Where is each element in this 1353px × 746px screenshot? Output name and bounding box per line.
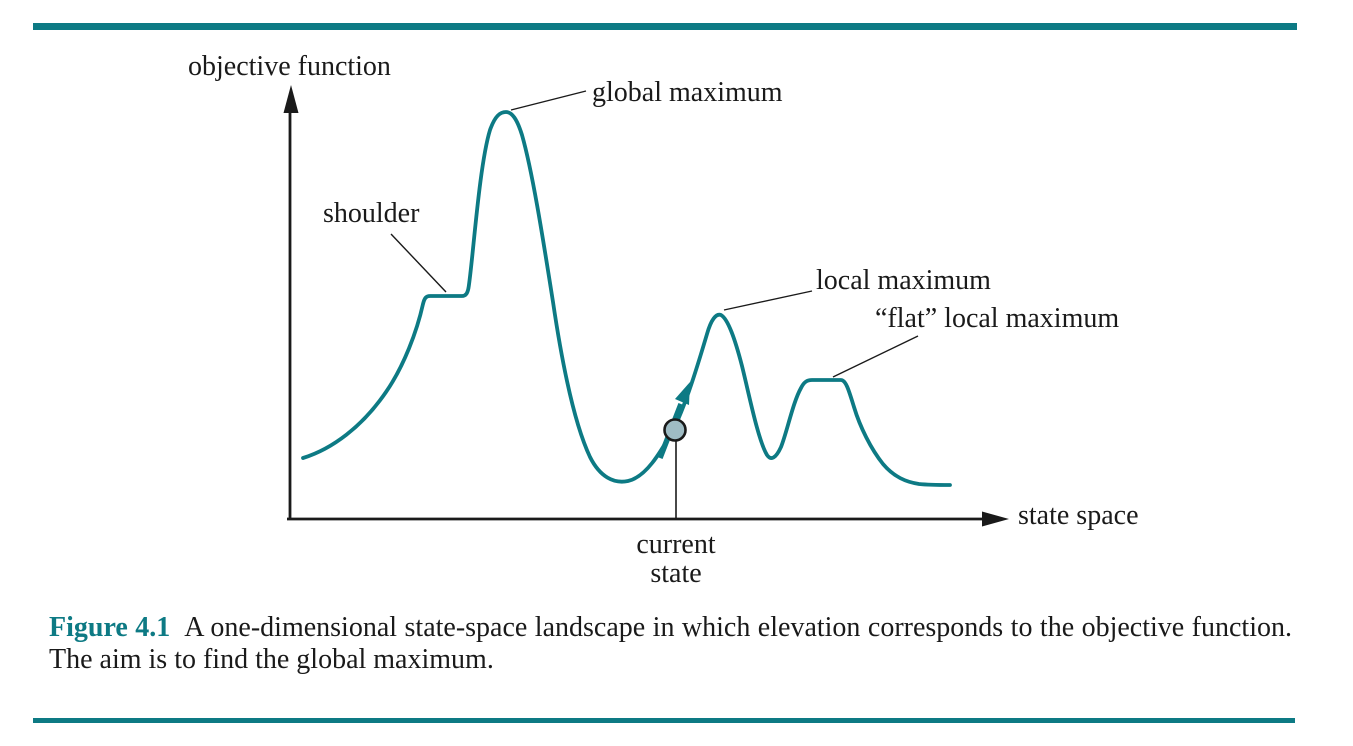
- global-max-leader-line: [510, 90, 587, 111]
- local-max-leader-line: [723, 290, 813, 311]
- current-state-label: current state: [636, 530, 715, 588]
- shoulder-leader-line: [390, 233, 447, 293]
- figure-caption-number: Figure 4.1: [49, 612, 171, 643]
- bottom-rule: [33, 718, 1295, 723]
- local-maximum-label: local maximum: [816, 265, 991, 296]
- top-rule: [33, 23, 1297, 30]
- landscape-curve: [301, 110, 952, 487]
- flat-local-max-leader-line: [832, 335, 919, 378]
- figure-caption-text: A one-dimensional state-space landscape …: [49, 612, 1292, 675]
- current-state-dot: [663, 418, 687, 442]
- flat-local-maximum-label: “flat” local maximum: [875, 303, 1120, 334]
- x-axis-arrowhead-icon: [982, 511, 1009, 527]
- current-state-label-line1: current: [636, 529, 716, 560]
- y-axis-arrowhead-icon: [283, 85, 299, 113]
- global-maximum-label: global maximum: [592, 77, 783, 108]
- y-axis-label: objective function: [188, 51, 391, 82]
- x-axis-label: state space: [1018, 500, 1139, 531]
- current-state-label-line2: state: [650, 558, 702, 589]
- hill-climb-arrowhead-icon: [675, 382, 690, 405]
- figure-caption: Figure 4.1 A one-dimensional state-space …: [49, 612, 1292, 676]
- shoulder-label: shoulder: [323, 198, 420, 229]
